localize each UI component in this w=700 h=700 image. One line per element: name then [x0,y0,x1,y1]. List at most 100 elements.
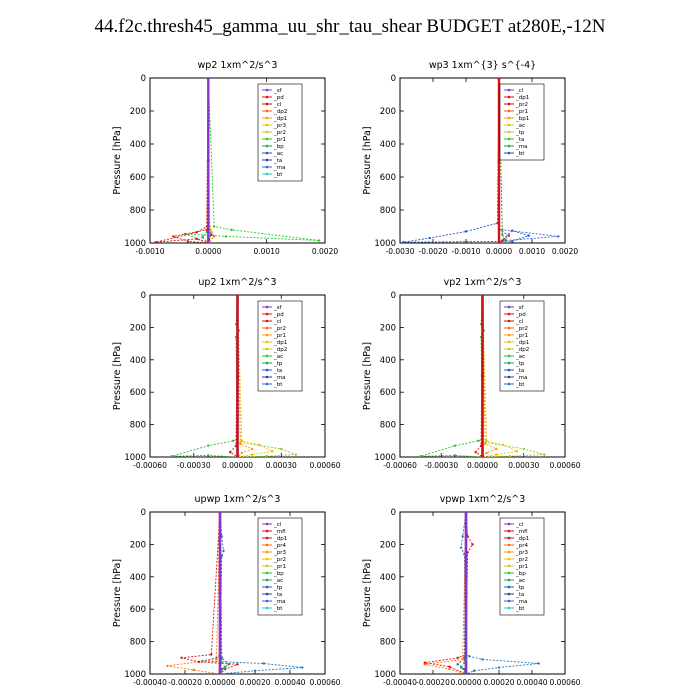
data-point [473,669,476,672]
legend-label: _ma [273,165,285,171]
legend-label: _sf [515,305,525,311]
legend-label: _pd [515,312,526,318]
data-point [557,235,560,238]
data-point [197,660,201,664]
data-point [180,656,183,659]
plot-frame [149,77,326,244]
legend-marker [507,116,511,120]
panel-title: vp2 1xm^2/s^3 [444,277,522,288]
data-point [453,454,457,457]
data-point [461,535,464,538]
data-point [501,239,504,242]
legend-label: _pr1 [273,564,286,570]
legend-marker [265,354,269,358]
legend-marker [265,375,269,379]
y-tick-label: 0 [141,291,146,301]
legend-marker [265,606,269,610]
x-tick-label: 0.00060 [549,461,580,470]
legend-marker [265,536,269,540]
chart-panel-1: wp2 1xm^2/s^3 0 200 400 600 800 1000 Pressure [… [112,60,338,256]
legend-marker [265,151,269,155]
data-point [474,450,477,454]
legend-marker [265,137,269,141]
data-point [222,549,225,553]
legend-marker [265,564,269,568]
legend-label: _pr2 [273,557,286,563]
legend-marker [265,529,269,533]
y-tick-label: 0 [141,508,146,518]
series-line-tp [403,78,531,243]
x-tick-label: 0.00000 [204,678,235,687]
panel-title: upwp 1xm^2/s^3 [195,494,281,505]
data-point [235,374,240,378]
chart-panel-5: upwp 1xm^2/s^3 0 200 400 600 800 1000 Pressure … [112,494,341,687]
legend-marker [265,599,269,603]
y-tick-label: 1000 [374,670,396,680]
data-point [527,234,530,237]
legend-label: _tp [515,361,525,367]
data-point [186,240,190,243]
data-point [419,454,422,457]
y-tick-label: 600 [380,605,396,615]
data-point [294,453,298,456]
legend-marker [507,368,511,372]
legend-marker [507,326,511,330]
x-tick-label: 0.00060 [309,678,340,687]
plot-frame [399,511,566,675]
data-point [495,447,498,451]
legend-marker [265,543,269,547]
legend-label: _ac [515,578,525,584]
y-tick-label: 200 [130,323,146,333]
y-tick-label: 800 [380,206,396,216]
legend-label: _pr2 [515,557,528,563]
legend-marker [265,340,269,344]
data-point [210,233,213,236]
panel-title: vpwp 1xm^2/s^3 [440,494,526,505]
legend-marker [265,305,269,309]
data-point [240,439,244,442]
y-tick-label: 200 [130,107,146,117]
data-point [484,442,487,446]
x-tick-label: 0.00000 [222,461,253,470]
x-tick-label: 0.0010 [254,247,280,256]
data-point [464,230,468,233]
data-point [250,447,254,451]
y-tick-label: 600 [380,173,396,183]
legend-label: _ac [273,354,283,360]
legend-label: _bp [273,571,284,577]
legend-label: _bp [273,144,284,150]
data-point [229,450,232,454]
data-point [231,439,235,442]
x-tick-label: -0.0030 [386,247,415,256]
legend-label: _bt [273,172,283,178]
legend-marker [507,102,511,106]
series-line-pr1 [482,295,519,457]
legend-label: _dp1 [273,340,287,346]
x-tick-label: -0.00020 [168,678,202,687]
data-point [480,295,485,297]
x-tick-label: 0.00030 [266,461,297,470]
legend-label: _dp1 [515,536,529,542]
legend-marker [265,522,269,526]
legend-label: _ac [273,151,283,157]
legend-label: _pr3 [273,123,287,129]
legend-label: _ta [273,368,282,374]
x-tick-label: 0.00000 [450,678,481,687]
data-point [497,666,501,669]
data-point [195,231,198,234]
legend-marker [507,361,511,365]
legend-label: _bt [273,382,283,388]
chart-panel-2: wp3 1xm^{3} s^{-4} 0 200 400 600 800 1000 Press… [362,60,578,256]
data-point [240,451,244,455]
x-tick-label: 0.00030 [508,461,539,470]
legend-marker [507,564,511,568]
data-point [471,543,474,546]
legend-marker [265,144,269,148]
legend-marker [265,102,269,106]
y-tick-label: 1000 [124,239,146,249]
legend-marker [507,354,511,358]
y-tick-label: 1000 [124,453,146,463]
legend-box [499,300,545,392]
legend-marker [507,312,511,316]
x-tick-label: 0.0000 [195,247,221,256]
